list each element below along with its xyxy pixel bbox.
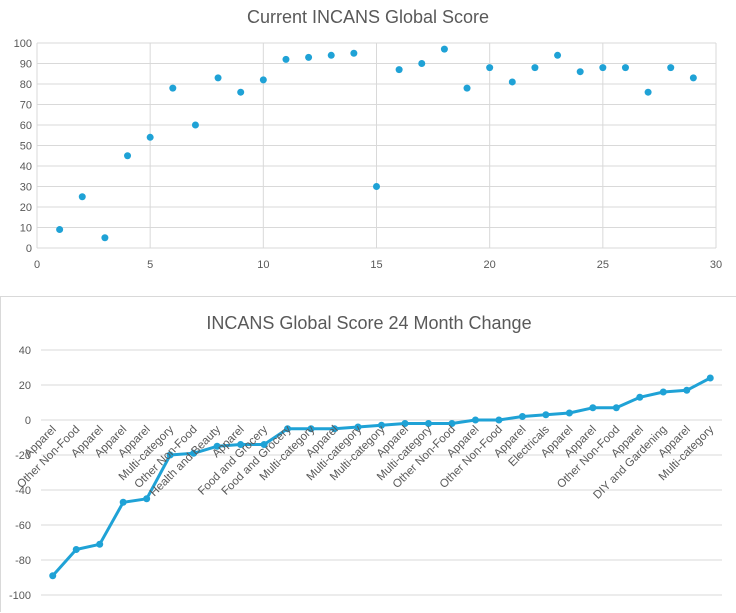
y-tick-label: 90 [20,59,32,71]
data-point [166,451,174,459]
data-point [307,425,315,433]
data-point [260,441,268,448]
data-point [448,420,456,427]
chart-title: INCANS Global Score 24 Month Change [206,313,532,333]
data-point [667,64,675,72]
y-tick-label: -40 [15,485,31,497]
y-tick-label: 50 [20,141,32,153]
data-point [72,546,80,553]
data-point [237,88,245,96]
data-point [49,572,57,580]
y-tick-label: 70 [20,100,32,112]
data-point [621,64,629,72]
chart-title: Current INCANS Global Score [246,7,490,27]
scatter-chart-panel: Current INCANS Global Score 0 10 20 30 40 50 6… [0,0,736,286]
data-point [350,49,358,57]
data-point [565,409,573,417]
data-point [401,420,409,427]
data-point [706,374,714,382]
data-point [169,84,177,92]
line-chart-panel: INCANS Global Score 24 Month Change -100… [0,296,736,612]
data-point [440,45,448,53]
data-point [282,55,290,63]
y-tick-label: 10 [20,223,32,235]
data-point [599,64,607,72]
data-point [683,386,691,394]
y-tick-label: -100 [9,590,31,602]
data-point [78,193,86,201]
y-tick-label: 20 [20,202,32,214]
y-tick-label: 0 [25,415,31,427]
data-point [101,234,109,242]
data-point [463,84,471,92]
data-point [636,393,644,401]
y-tick-label: 30 [20,182,32,194]
data-point [518,413,526,420]
y-tick-label: -80 [15,555,31,567]
y-tick-label: 0 [26,243,32,255]
data-point [495,416,503,424]
data-point [531,64,539,72]
data-point [644,88,652,96]
data-point [554,51,562,59]
data-point [331,425,339,433]
x-tick-label: 30 [710,259,722,271]
data-point [689,74,697,82]
y-tick-label: 60 [20,120,32,132]
data-point [146,133,154,141]
x-tick-label: 10 [257,259,269,271]
data-point [124,152,132,160]
x-tick-label: 5 [147,259,153,271]
y-tick-label: -20 [15,450,31,462]
data-point [327,51,335,59]
data-point [612,404,620,412]
data-point [96,540,104,548]
data-point [191,121,199,129]
data-point [373,183,380,190]
x-tick-label: 20 [484,259,496,271]
scatter-chart: 0 10 20 30 40 50 60 70 80 90 100 0 5 10 15 20 25 30 [14,38,722,271]
data-point [119,498,127,506]
data-point [259,76,267,84]
data-point [56,226,64,234]
data-point [542,411,550,419]
data-point [284,425,292,433]
y-tick-label: -60 [15,520,31,532]
y-tick-label: 80 [20,79,32,91]
data-point [305,53,313,61]
y-tick-label: 100 [14,38,32,50]
y-tick-label: 20 [19,380,31,392]
data-point [143,495,151,503]
data-point [659,388,667,396]
data-point [237,441,245,448]
data-point [418,60,426,67]
data-point [378,421,385,429]
y-tick-label: 40 [19,345,31,357]
data-point [424,420,432,427]
data-point [213,442,221,450]
data-point [486,64,494,72]
y-tick-label: 40 [20,161,32,173]
data-point [576,68,584,76]
x-tick-label: 25 [597,259,609,271]
x-tick-label: 0 [34,259,40,271]
data-point [190,449,198,457]
data-point [508,78,516,86]
data-point [471,416,479,424]
data-point [589,404,597,412]
data-point [354,423,362,431]
data-point [214,74,222,82]
data-point [395,66,403,74]
x-tick-label: 15 [370,259,382,271]
